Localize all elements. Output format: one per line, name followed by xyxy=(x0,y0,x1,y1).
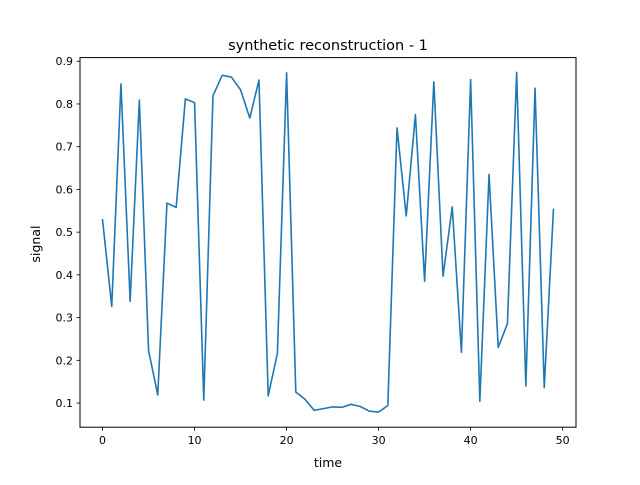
y-tick-label: 0.9 xyxy=(56,55,74,68)
chart-title: synthetic reconstruction - 1 xyxy=(228,38,428,54)
y-tick-label: 0.6 xyxy=(56,183,74,196)
x-tick-label: 0 xyxy=(99,434,106,447)
x-tick-label: 30 xyxy=(372,434,386,447)
series-line-0 xyxy=(101,71,555,413)
x-tick-label: 50 xyxy=(556,434,570,447)
y-tick-label: 0.2 xyxy=(56,354,74,367)
plot-layer: 0 10 20 30 40 50 0.1 0.2 0.3 0.4 0.5 0.6 0.7 0.8 0.9 xyxy=(56,55,570,447)
y-tick-label: 0.5 xyxy=(56,226,74,239)
y-tick-label: 0.7 xyxy=(56,141,74,154)
x-axis-label: time xyxy=(314,455,343,470)
y-axis-label: signal xyxy=(28,226,43,263)
y-tick-label: 0.4 xyxy=(56,269,74,282)
x-tick-label: 10 xyxy=(188,434,202,447)
y-tick-label: 0.8 xyxy=(56,98,74,111)
plot-frame xyxy=(79,57,577,428)
y-tick-label: 0.3 xyxy=(56,312,74,325)
x-tick-label: 20 xyxy=(280,434,294,447)
x-tick-label: 40 xyxy=(464,434,478,447)
y-tick-label: 0.1 xyxy=(56,397,74,410)
